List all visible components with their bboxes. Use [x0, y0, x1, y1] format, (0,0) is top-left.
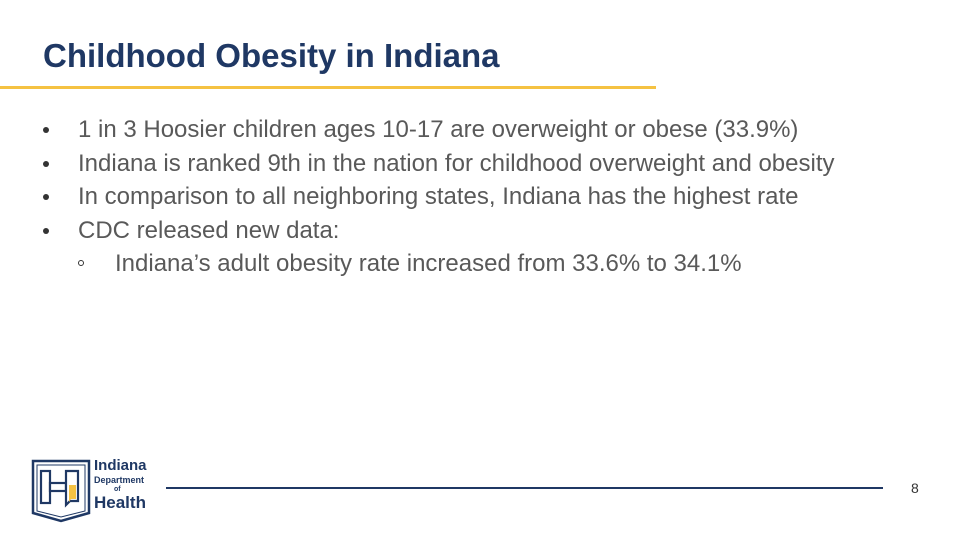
logo-line-department: Department	[94, 475, 145, 485]
sub-bullet-item: Indiana’s adult obesity rate increased f…	[78, 247, 894, 281]
logo-line-indiana: Indiana	[94, 457, 147, 474]
bullet-item: CDC released new data: Indiana’s adult o…	[43, 214, 894, 281]
sub-bullet-text: Indiana’s adult obesity rate increased f…	[115, 250, 742, 277]
bullet-text: CDC released new data:	[78, 216, 340, 244]
bullet-text: In comparison to all neighboring states,…	[78, 183, 799, 210]
bullet-item: In comparison to all neighboring states,…	[43, 180, 894, 214]
logo-line-of: of	[114, 486, 121, 493]
footer-divider	[166, 487, 883, 489]
logo-wordmark: Indiana Department of Health	[94, 458, 164, 511]
logo-line-health: Health	[94, 493, 146, 512]
bullet-text: 1 in 3 Hoosier children ages 10-17 are o…	[78, 116, 799, 143]
slide-title: Childhood Obesity in Indiana	[43, 37, 500, 74]
title-underline	[0, 86, 656, 89]
indiana-health-logo-icon	[31, 459, 91, 523]
bullet-item: Indiana is ranked 9th in the nation for …	[43, 147, 894, 181]
page-number: 8	[911, 480, 919, 496]
bullet-item: 1 in 3 Hoosier children ages 10-17 are o…	[43, 113, 894, 147]
sub-bullet-list: Indiana’s adult obesity rate increased f…	[78, 247, 894, 281]
bullet-list: 1 in 3 Hoosier children ages 10-17 are o…	[43, 113, 894, 281]
bullet-text: Indiana is ranked 9th in the nation for …	[78, 149, 835, 177]
